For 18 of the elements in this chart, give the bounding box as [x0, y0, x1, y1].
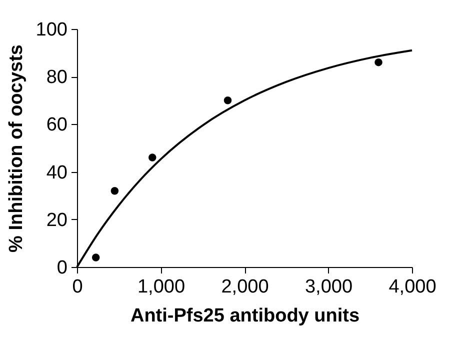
x-tick-label: 1,000 [137, 276, 186, 298]
x-tick-label: 0 [72, 276, 83, 298]
x-tick-label: 3,000 [304, 276, 353, 298]
point [92, 254, 100, 262]
x-tick-label: 2,000 [221, 276, 269, 298]
y-tick-label: 20 [46, 210, 68, 231]
y-tick-label: 0 [56, 258, 68, 278]
point [148, 154, 156, 162]
y-axis-title: % Inhibition of oocysts [6, 44, 27, 252]
y-tick-label: 100 [36, 20, 68, 40]
y-tick-label: 80 [46, 67, 68, 88]
point [374, 58, 382, 66]
y-tick-label: 60 [46, 114, 68, 136]
x-axis-title: Anti-Pfs25 antibody units [130, 306, 360, 326]
point [224, 96, 232, 104]
point [110, 186, 119, 195]
x-tick-label: 4,000 [388, 276, 436, 298]
y-tick-label: 40 [46, 162, 68, 184]
